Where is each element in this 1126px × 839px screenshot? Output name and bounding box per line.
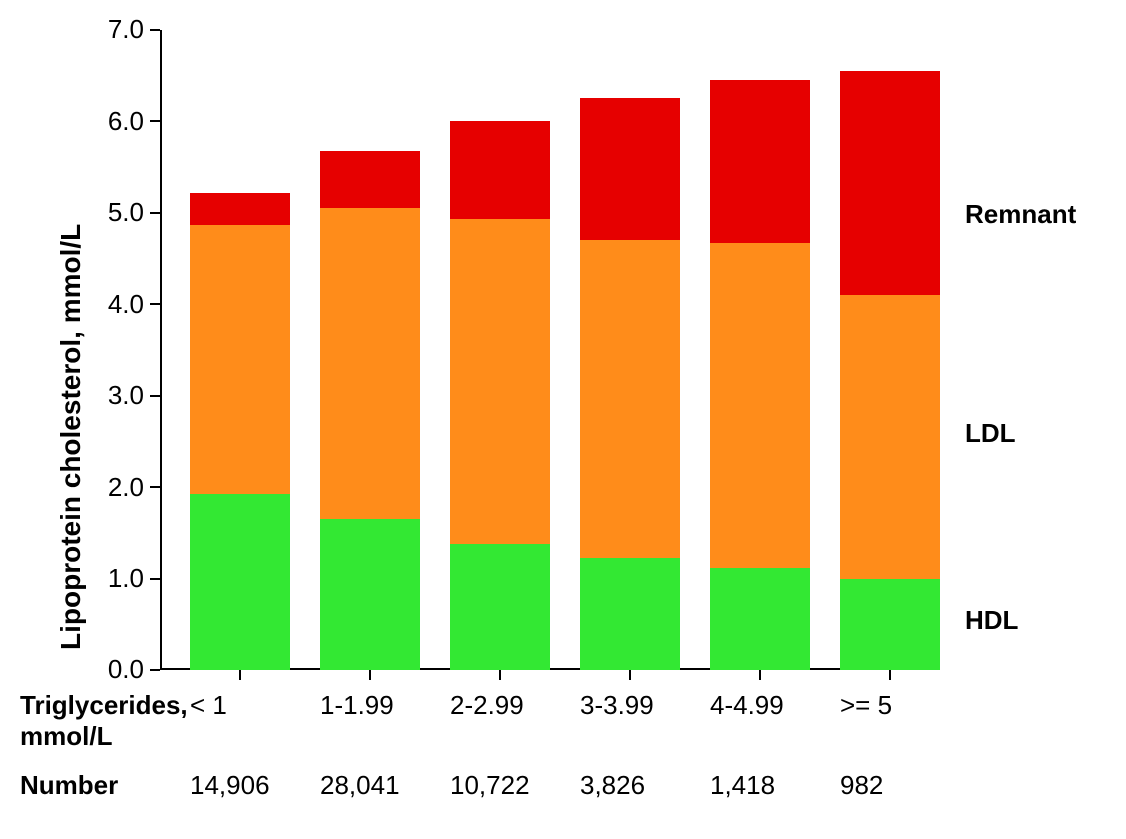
triglyceride-category: 4-4.99: [710, 690, 784, 721]
x-tick: [369, 670, 371, 680]
y-axis-label: Lipoprotein cholesterol, mmol/L: [55, 224, 87, 650]
bar-seg-remnant: [840, 71, 940, 295]
bar-group: [580, 98, 680, 670]
y-tick: [150, 395, 160, 397]
bar-group: [450, 121, 550, 670]
bar-seg-ldl: [190, 225, 290, 495]
bar-seg-ldl: [710, 243, 810, 568]
bar-seg-ldl: [580, 240, 680, 558]
y-tick-label: 0.0: [74, 654, 144, 685]
bar-seg-remnant: [580, 98, 680, 241]
bar-seg-hdl: [710, 568, 810, 670]
bar-group: [710, 80, 810, 670]
triglyceride-category: 3-3.99: [580, 690, 654, 721]
y-tick: [150, 29, 160, 31]
bar-seg-remnant: [320, 151, 420, 209]
x-tick: [239, 670, 241, 680]
y-tick-label: 6.0: [74, 106, 144, 137]
triglyceride-category: >= 5: [840, 690, 892, 721]
y-tick: [150, 669, 160, 671]
bar-group: [190, 193, 290, 670]
y-axis-line: [160, 30, 162, 670]
bar-seg-ldl: [840, 295, 940, 578]
triglyceride-category: < 1: [190, 690, 227, 721]
count-value: 10,722: [450, 770, 530, 801]
y-tick: [150, 486, 160, 488]
x-tick: [499, 670, 501, 680]
count-value: 28,041: [320, 770, 400, 801]
count-value: 1,418: [710, 770, 775, 801]
count-value: 982: [840, 770, 883, 801]
bar-seg-hdl: [580, 558, 680, 670]
x-tick: [759, 670, 761, 680]
bar-group: [840, 71, 940, 670]
triglyceride-category: 1-1.99: [320, 690, 394, 721]
legend-ldl: LDL: [965, 418, 1016, 449]
figure: 0.01.02.03.04.05.06.07.0Lipoprotein chol…: [0, 0, 1126, 839]
y-tick: [150, 212, 160, 214]
legend-remnant: Remnant: [965, 199, 1076, 230]
x-tick: [629, 670, 631, 680]
plot-area: [160, 30, 940, 670]
x-tick: [889, 670, 891, 680]
bar-group: [320, 151, 420, 670]
bar-seg-hdl: [840, 579, 940, 670]
bar-seg-ldl: [450, 219, 550, 544]
triglyceride-category: 2-2.99: [450, 690, 524, 721]
bar-seg-ldl: [320, 208, 420, 519]
bar-seg-hdl: [320, 519, 420, 670]
row-label: Triglycerides, mmol/L: [20, 690, 188, 752]
y-tick: [150, 578, 160, 580]
bar-seg-remnant: [190, 193, 290, 225]
row-label: Number: [20, 770, 118, 801]
y-tick: [150, 303, 160, 305]
bar-seg-remnant: [710, 80, 810, 243]
y-tick-label: 7.0: [74, 14, 144, 45]
bar-seg-hdl: [450, 544, 550, 670]
y-tick: [150, 120, 160, 122]
count-value: 3,826: [580, 770, 645, 801]
bar-seg-hdl: [190, 494, 290, 670]
count-value: 14,906: [190, 770, 270, 801]
bar-seg-remnant: [450, 121, 550, 220]
legend-hdl: HDL: [965, 605, 1018, 636]
